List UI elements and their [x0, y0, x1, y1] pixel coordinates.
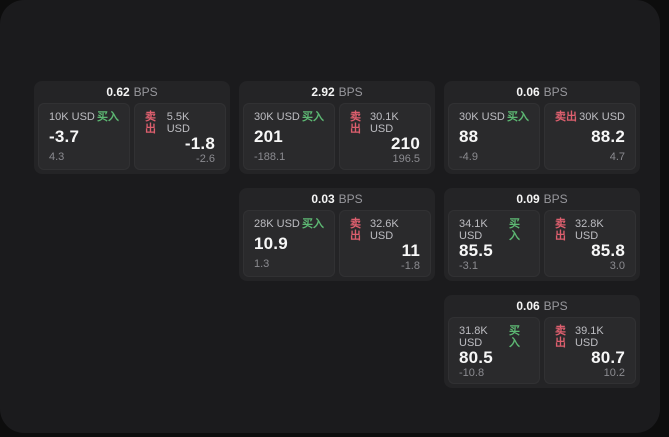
sell-delta: -2.6	[196, 153, 215, 165]
sell-amount: 39.1K USD	[574, 325, 604, 349]
sell-price: 85.8	[591, 241, 625, 260]
quote-panels: 28K USD 买入 10.9 1.3 卖出 32.6K USD 11 -1.8	[243, 210, 431, 277]
sell-delta: 196.5	[392, 153, 420, 165]
quote-panels: 10K USD 买入 -3.7 4.3 卖出 5.5K USD -1.8 -2.…	[38, 103, 226, 170]
buy-price: -3.7	[49, 127, 80, 146]
sell-price: 88.2	[591, 127, 625, 146]
buy-side-label: 买入	[97, 111, 119, 123]
bps-header: 2.92 BPS	[243, 81, 431, 103]
buy-price: 201	[254, 127, 283, 146]
sell-panel[interactable]: 卖出 30K USD 88.2 4.7	[544, 103, 636, 170]
sell-panel[interactable]: 卖出 30.1K USD 210 196.5	[339, 103, 431, 170]
sell-panel[interactable]: 卖出 32.6K USD 11 -1.8	[339, 210, 431, 277]
sell-delta: 4.7	[609, 151, 625, 163]
bps-value: 0.06	[516, 299, 540, 313]
quote-card-0: 0.62 BPS 10K USD 买入 -3.7 4.3 卖出 5.5K USD…	[34, 81, 230, 174]
buy-price: 10.9	[254, 234, 288, 253]
sell-panel[interactable]: 卖出 5.5K USD -1.8 -2.6	[134, 103, 226, 170]
sell-amount: 32.8K USD	[574, 218, 604, 242]
buy-side-label: 买入	[507, 111, 529, 123]
sell-panel[interactable]: 卖出 32.8K USD 85.8 3.0	[544, 210, 636, 277]
sell-amount: 30.1K USD	[369, 111, 399, 135]
quote-card-3: 0.03 BPS 28K USD 买入 10.9 1.3 卖出 32.6K US…	[239, 188, 435, 281]
quote-card-1: 2.92 BPS 30K USD 买入 201 -188.1 卖出 30.1K …	[239, 81, 435, 174]
sell-delta: -1.8	[401, 260, 420, 272]
sell-side-label: 卖出	[555, 218, 566, 242]
buy-side-label: 买入	[302, 218, 324, 230]
quote-panels: 30K USD 买入 88 -4.9 卖出 30K USD 88.2 4.7	[448, 103, 636, 170]
buy-amount: 28K USD	[254, 218, 300, 230]
bps-label: BPS	[543, 299, 568, 313]
buy-panel[interactable]: 30K USD 买入 201 -188.1	[243, 103, 335, 170]
sell-price: 11	[401, 241, 420, 260]
buy-delta: -4.9	[459, 151, 478, 163]
quote-panels: 34.1K USD 买入 85.5 -3.1 卖出 32.8K USD 85.8…	[448, 210, 636, 277]
sell-delta: 10.2	[603, 367, 625, 379]
bps-label: BPS	[133, 85, 158, 99]
buy-price: 88	[459, 127, 479, 146]
bps-header: 0.06 BPS	[448, 295, 636, 317]
sell-price: -1.8	[184, 134, 215, 153]
bps-label: BPS	[543, 85, 568, 99]
bps-value: 2.92	[311, 85, 335, 99]
bps-label: BPS	[338, 192, 363, 206]
bps-label: BPS	[338, 85, 363, 99]
buy-amount: 34.1K USD	[459, 218, 488, 242]
sell-panel[interactable]: 卖出 39.1K USD 80.7 10.2	[544, 317, 636, 384]
sell-side-label: 卖出	[555, 325, 566, 349]
buy-amount: 10K USD	[49, 111, 95, 123]
sell-delta: 3.0	[609, 260, 625, 272]
buy-delta: -188.1	[254, 151, 286, 163]
buy-delta: 4.3	[49, 151, 65, 163]
buy-delta: 1.3	[254, 258, 270, 270]
buy-price: 85.5	[459, 241, 493, 260]
buy-panel[interactable]: 28K USD 买入 10.9 1.3	[243, 210, 335, 277]
buy-amount: 31.8K USD	[459, 325, 488, 349]
bps-value: 0.62	[106, 85, 130, 99]
buy-panel[interactable]: 10K USD 买入 -3.7 4.3	[38, 103, 130, 170]
quote-card-5: 0.06 BPS 31.8K USD 买入 80.5 -10.8 卖出 39.1…	[444, 295, 640, 388]
buy-delta: -10.8	[459, 367, 485, 379]
bps-header: 0.06 BPS	[448, 81, 636, 103]
sell-side-label: 卖出	[350, 218, 361, 242]
sell-amount: 5.5K USD	[166, 111, 190, 135]
bps-label: BPS	[543, 192, 568, 206]
sell-side-label: 卖出	[350, 111, 361, 135]
sell-side-label: 卖出	[145, 111, 156, 135]
sell-amount: 30K USD	[579, 111, 625, 123]
sell-price: 80.7	[591, 348, 625, 367]
sell-side-label: 卖出	[555, 111, 577, 123]
buy-side-label: 买入	[302, 111, 324, 123]
quote-panels: 31.8K USD 买入 80.5 -10.8 卖出 39.1K USD 80.…	[448, 317, 636, 384]
buy-amount: 30K USD	[254, 111, 300, 123]
bps-value: 0.03	[311, 192, 335, 206]
buy-side-label: 买入	[509, 218, 521, 242]
buy-price: 80.5	[459, 348, 493, 367]
bps-value: 0.09	[516, 192, 540, 206]
buy-side-label: 买入	[509, 325, 521, 349]
quote-panels: 30K USD 买入 201 -188.1 卖出 30.1K USD 210 1…	[243, 103, 431, 170]
buy-panel[interactable]: 30K USD 买入 88 -4.9	[448, 103, 540, 170]
sell-amount: 32.6K USD	[369, 218, 399, 242]
buy-amount: 30K USD	[459, 111, 505, 123]
buy-delta: -3.1	[459, 260, 478, 272]
sell-price: 210	[391, 134, 420, 153]
quote-card-4: 0.09 BPS 34.1K USD 买入 85.5 -3.1 卖出 32.8K…	[444, 188, 640, 281]
bps-value: 0.06	[516, 85, 540, 99]
buy-panel[interactable]: 34.1K USD 买入 85.5 -3.1	[448, 210, 540, 277]
buy-panel[interactable]: 31.8K USD 买入 80.5 -10.8	[448, 317, 540, 384]
quote-card-2: 0.06 BPS 30K USD 买入 88 -4.9 卖出 30K USD 8…	[444, 81, 640, 174]
bps-header: 0.62 BPS	[38, 81, 226, 103]
bps-header: 0.09 BPS	[448, 188, 636, 210]
app-surface: 0.62 BPS 10K USD 买入 -3.7 4.3 卖出 5.5K USD…	[0, 0, 660, 433]
bps-header: 0.03 BPS	[243, 188, 431, 210]
